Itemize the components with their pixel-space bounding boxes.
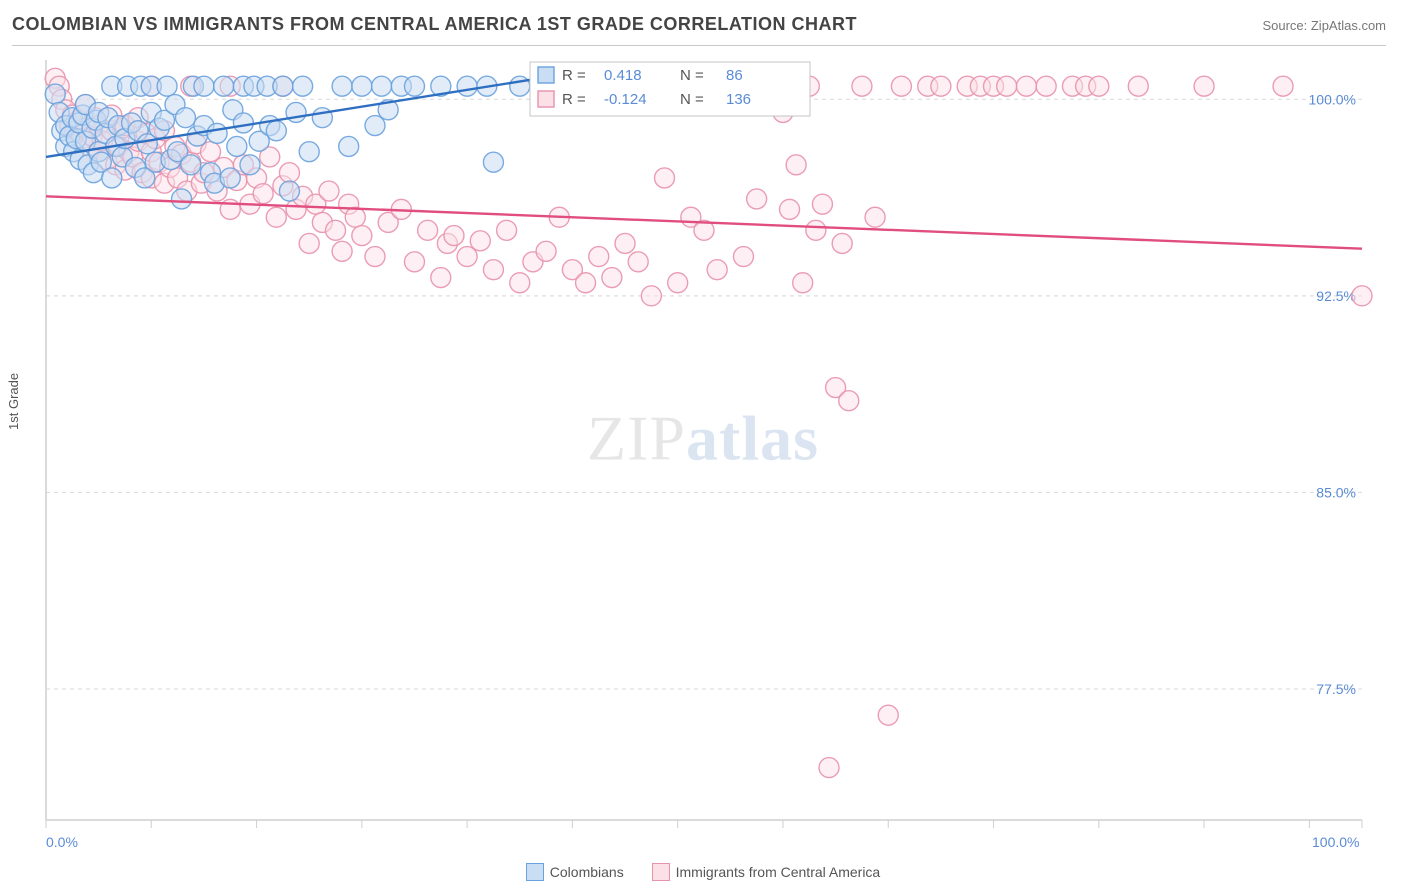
svg-text:92.5%: 92.5%: [1316, 288, 1356, 304]
svg-text:N =: N =: [680, 67, 704, 84]
legend-label: Colombians: [550, 864, 624, 880]
bottom-legend: Colombians Immigrants from Central Ameri…: [0, 863, 1406, 884]
svg-text:100.0%: 100.0%: [1309, 91, 1356, 107]
svg-text:85.0%: 85.0%: [1316, 484, 1356, 500]
scatter-chart: 100.0% 92.5% 85.0% 77.5% R = 0.418 N = 86 R = -0.…: [0, 0, 1406, 892]
svg-text:R =: R =: [562, 91, 586, 108]
svg-text:77.5%: 77.5%: [1316, 681, 1356, 697]
legend-item-colombians: Colombians: [526, 863, 624, 881]
svg-text:86: 86: [726, 67, 743, 84]
x-axis-max-label: 100.0%: [1312, 834, 1359, 850]
svg-text:N =: N =: [680, 91, 704, 108]
legend-label: Immigrants from Central America: [676, 864, 881, 880]
legend-swatch-icon: [526, 863, 544, 881]
svg-text:R =: R =: [562, 67, 586, 84]
legend-swatch-icon: [652, 863, 670, 881]
x-axis-min-label: 0.0%: [46, 834, 78, 850]
svg-text:0.418: 0.418: [604, 67, 642, 84]
legend-item-central-america: Immigrants from Central America: [652, 863, 881, 881]
svg-text:-0.124: -0.124: [604, 91, 647, 108]
svg-text:136: 136: [726, 91, 751, 108]
